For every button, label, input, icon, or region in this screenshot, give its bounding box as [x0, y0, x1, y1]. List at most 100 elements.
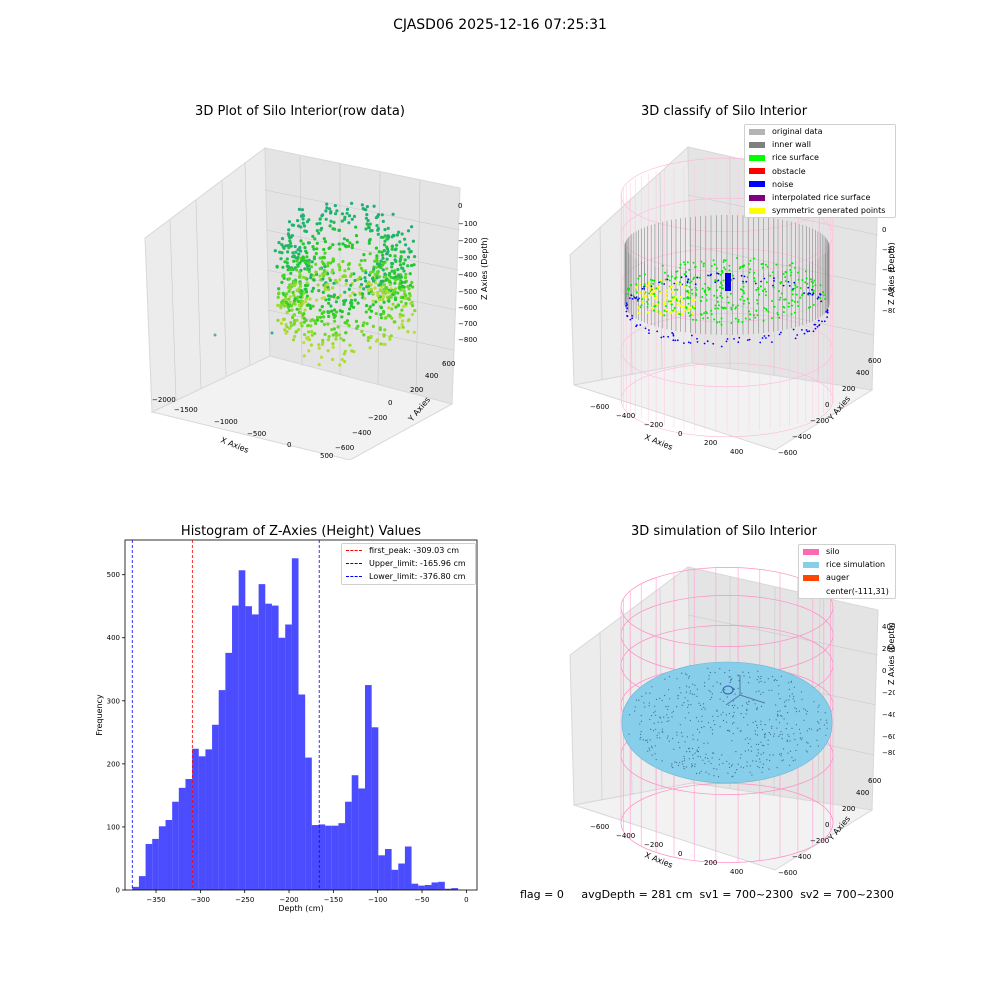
rice-surface-point: [673, 307, 676, 309]
rice-simulation-point: [713, 767, 715, 770]
rice-simulation-point: [764, 736, 766, 738]
rice-surface-point: [710, 265, 713, 267]
rice-surface-point: [724, 268, 727, 271]
raw-data-point: [302, 320, 306, 324]
rice-simulation-point: [684, 717, 686, 719]
rice-simulation-point: [806, 730, 808, 732]
raw-data-point: [389, 294, 393, 298]
rice-simulation-point: [672, 737, 674, 740]
raw-data-point: [308, 297, 312, 301]
raw-data-point: [385, 251, 389, 255]
raw-data-point: [365, 205, 369, 209]
rice-simulation-point: [722, 719, 725, 722]
raw-data-point: [330, 309, 334, 313]
noise-point: [742, 280, 744, 283]
raw-data-point: [312, 257, 316, 261]
rice-simulation-point: [756, 708, 758, 711]
raw-data-point: [336, 325, 340, 329]
raw-data-point: [312, 247, 316, 251]
raw-ytick: 0: [388, 399, 392, 407]
rice-simulation-point: [789, 740, 791, 742]
raw-data-point: [382, 300, 386, 304]
raw-data-point: [302, 312, 306, 316]
rice-simulation-point: [716, 768, 718, 770]
raw-data-point: [338, 247, 342, 251]
rice-simulation-point: [798, 728, 800, 730]
rice-surface-point: [688, 285, 691, 288]
rice-simulation-point: [707, 757, 709, 759]
raw-data-point: [297, 299, 301, 304]
rice-simulation-point: [677, 697, 679, 700]
raw-data-point: [378, 298, 382, 302]
histogram-reference-lines: [131, 540, 320, 890]
raw-data-point: [306, 303, 311, 307]
rice-simulation-point: [655, 759, 657, 761]
sim-ztick: −400: [882, 711, 895, 719]
raw-data-point: [310, 330, 314, 334]
noise-point: [696, 337, 698, 340]
rice-simulation-point: [726, 760, 728, 762]
rice-simulation-point: [756, 679, 758, 681]
rice-simulation-point: [696, 749, 698, 751]
histogram-bar: [404, 846, 412, 890]
rice-simulation-point: [683, 758, 686, 760]
rice-simulation-point: [745, 713, 747, 715]
rice-simulation-point: [710, 762, 712, 765]
raw-data-point: [399, 250, 403, 254]
raw-data-point: [344, 279, 348, 283]
rice-surface-point: [728, 264, 731, 267]
raw-data-point: [334, 310, 339, 314]
raw-data-point: [350, 201, 354, 205]
rice-simulation-point: [754, 703, 756, 705]
rice-simulation-point: [758, 743, 760, 745]
raw-data-point: [342, 352, 346, 356]
rice-simulation-point: [691, 766, 693, 768]
rice-surface-point: [796, 301, 799, 303]
noise-point: [807, 286, 810, 289]
raw-data-point: [404, 272, 408, 276]
rice-surface-point: [678, 313, 681, 316]
symmetric-generated-point: [648, 286, 651, 289]
simulation-legend: silo rice simulation auger center(-111,3…: [798, 544, 896, 599]
raw-data-point: [394, 287, 398, 291]
classify-ztick: −800: [882, 307, 895, 315]
raw-data-point: [285, 292, 289, 296]
rice-simulation-point: [745, 702, 748, 704]
noise-point: [761, 337, 764, 339]
raw-data-point: [378, 326, 382, 330]
raw-data-point: [407, 247, 411, 251]
noise-point: [648, 329, 650, 331]
sim-ytick: −400: [792, 853, 811, 861]
symmetric-generated-point: [679, 304, 682, 307]
rice-surface-point: [687, 312, 690, 314]
raw-data-point: [388, 283, 392, 287]
rice-surface-point: [799, 296, 802, 299]
raw-data-point: [277, 241, 281, 245]
raw-data-point: [410, 225, 414, 229]
rice-simulation-point: [799, 732, 801, 734]
rice-simulation-point: [672, 710, 674, 712]
raw-data-point: [307, 330, 311, 334]
legend-label: Upper_limit: -165.96 cm: [369, 559, 466, 569]
rice-simulation-point: [681, 760, 683, 762]
raw-data-point: [393, 320, 397, 324]
rice-simulation-point: [756, 707, 758, 709]
rice-surface-point: [813, 279, 816, 282]
rice-simulation-point: [685, 691, 687, 693]
raw-data-point: [376, 294, 380, 298]
rice-simulation-point: [705, 771, 707, 773]
raw-data-point: [311, 245, 315, 249]
raw-data-point: [392, 290, 396, 295]
symmetric-generated-point: [692, 305, 696, 308]
rice-simulation-point: [763, 745, 765, 747]
raw-data-point: [338, 265, 342, 269]
raw-data-point: [306, 335, 310, 339]
rice-simulation-point: [731, 740, 733, 742]
raw-data-point: [368, 346, 372, 350]
rice-simulation-point: [686, 674, 688, 676]
rice-simulation-point: [738, 680, 740, 682]
raw-data-point: [381, 268, 385, 272]
raw-data-point: [401, 325, 405, 329]
raw-data-point: [390, 265, 394, 269]
rice-surface-point: [771, 300, 774, 302]
